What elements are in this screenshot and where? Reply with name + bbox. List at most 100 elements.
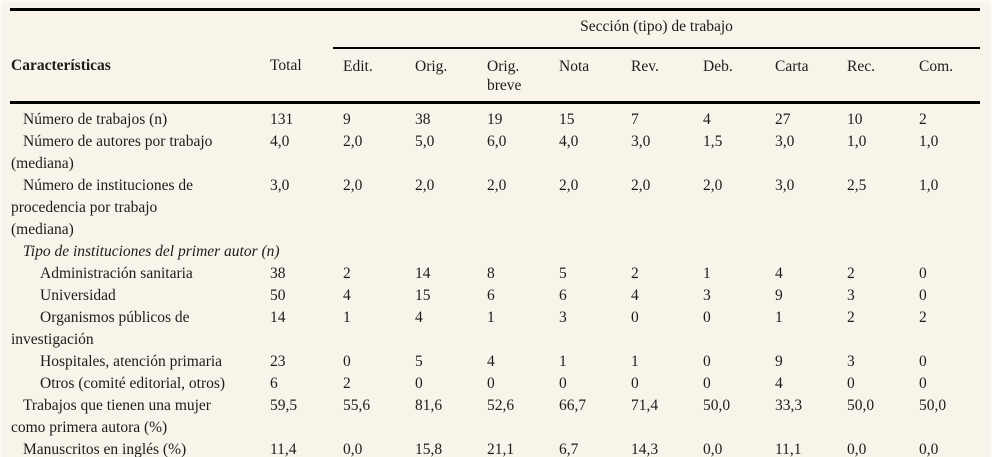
cell-value: 3,0 — [775, 133, 795, 150]
cell-value: 59,5 — [270, 397, 298, 414]
cell-value: 0 — [631, 309, 639, 326]
cell-value: 1 — [559, 353, 567, 370]
cell-value: 2 — [343, 265, 351, 282]
cell-value: 3,0 — [631, 133, 651, 150]
cell-value: 3,0 — [775, 177, 795, 194]
cell-value: 2 — [919, 309, 927, 326]
cell-value: 4,0 — [559, 133, 579, 150]
cell-value: 21,1 — [487, 441, 515, 457]
cell-value: 0 — [919, 287, 927, 304]
cell-value: 2 — [631, 265, 639, 282]
table-row: Número de trabajos (n) 131 9 38 19 15 7 4 27 10 2 — [10, 103, 980, 132]
cell-value: 1,0 — [847, 133, 867, 150]
row-label: Número de instituciones de procedencia p… — [11, 177, 194, 238]
cell-value: 27 — [775, 111, 791, 128]
cell-value: 50,0 — [919, 397, 947, 414]
cell-value: 0 — [703, 375, 711, 392]
cell-value: 2 — [343, 375, 351, 392]
cell-value: 5 — [559, 265, 567, 282]
cell-value: 131 — [270, 111, 294, 128]
cell-value: 15 — [415, 287, 431, 304]
col-header-rec: Rec. — [837, 48, 909, 104]
col-header-nota: Nota — [549, 48, 621, 104]
col-header-carta: Carta — [765, 48, 837, 104]
cell-value: 1 — [343, 309, 351, 326]
cell-value: 4 — [775, 265, 783, 282]
cell-value: 0 — [631, 375, 639, 392]
cell-value: 1 — [703, 265, 711, 282]
cell-value: 2,0 — [415, 177, 435, 194]
cell-value: 4 — [415, 309, 423, 326]
cell-value: 11,1 — [775, 441, 802, 457]
cell-value: 6 — [487, 287, 495, 304]
cell-value: 0 — [487, 375, 495, 392]
cell-value: 10 — [847, 111, 863, 128]
row-label: Número de autores por trabajo (mediana) — [11, 133, 213, 172]
table-row: Número de instituciones de procedencia p… — [10, 175, 980, 241]
characteristics-table: Sección (tipo) de trabajo Característica… — [10, 8, 981, 457]
cell-value: 50 — [270, 287, 286, 304]
table-row: Administración sanitaria 38 2 14 8 5 2 1 4 2 0 — [10, 263, 980, 285]
row-label: Organismos públicos de investigación — [11, 309, 190, 348]
table-row: Trabajos que tienen una mujer como prime… — [10, 395, 980, 439]
cell-value: 4 — [703, 111, 711, 128]
cell-value: 2 — [847, 309, 855, 326]
cell-value: 4 — [487, 353, 495, 370]
cell-value: 9 — [775, 353, 783, 370]
col-header-com: Com. — [909, 48, 981, 104]
col-header-orig: Orig. — [405, 48, 477, 104]
cell-value: 2 — [919, 111, 927, 128]
table-row: Hospitales, atención primaria 23 0 5 4 1 1 0 9 3 0 — [10, 351, 980, 373]
cell-value: 5,0 — [415, 133, 435, 150]
col-header-rev: Rev. — [621, 48, 693, 104]
col-header-deb: Deb. — [693, 48, 765, 104]
row-label: Manuscritos en inglés (%) — [23, 441, 187, 457]
cell-value: 14,3 — [631, 441, 659, 457]
col-header-caracteristicas: Características — [10, 48, 270, 104]
cell-value: 15,8 — [415, 441, 443, 457]
column-header-row: Características Total Edit. Orig. Orig. bre… — [10, 48, 981, 104]
cell-value: 3 — [847, 353, 855, 370]
cell-value: 50,0 — [847, 397, 875, 414]
cell-value: 1 — [631, 353, 639, 370]
cell-value: 3 — [703, 287, 711, 304]
cell-value: 66,7 — [559, 397, 587, 414]
cell-value: 1 — [487, 309, 495, 326]
cell-value: 0 — [703, 353, 711, 370]
cell-value: 11,4 — [270, 441, 297, 457]
cell-value: 4 — [343, 287, 351, 304]
cell-value: 7 — [631, 111, 639, 128]
row-label: Número de trabajos (n) — [23, 111, 168, 128]
col-header-edit: Edit. — [333, 48, 405, 104]
cell-value: 0 — [559, 375, 567, 392]
cell-value: 9 — [343, 111, 351, 128]
cell-value: 6 — [270, 375, 278, 392]
cell-value: 8 — [487, 265, 495, 282]
cell-value: 2 — [847, 265, 855, 282]
cell-value: 38 — [415, 111, 431, 128]
cell-value: 9 — [775, 287, 783, 304]
row-label: Administración sanitaria — [40, 265, 193, 282]
cell-value: 0 — [847, 375, 855, 392]
cell-value: 0 — [415, 375, 423, 392]
cell-value: 0 — [703, 309, 711, 326]
cell-value: 15 — [559, 111, 575, 128]
cell-value: 0 — [919, 265, 927, 282]
row-label: Otros (comité editorial, otros) — [40, 375, 226, 392]
cell-value: 2,0 — [343, 133, 363, 150]
cell-value: 2,0 — [631, 177, 651, 194]
cell-value: 2,0 — [487, 177, 507, 194]
cell-value: 81,6 — [415, 397, 443, 414]
col-header-total: Total — [270, 48, 333, 104]
cell-value: 6 — [559, 287, 567, 304]
cell-value: 6,7 — [559, 441, 579, 457]
cell-value: 0,0 — [847, 441, 867, 457]
cell-value: 14 — [415, 265, 431, 282]
cell-value: 19 — [487, 111, 503, 128]
group-header-row: Sección (tipo) de trabajo — [10, 9, 981, 49]
cell-value: 6,0 — [487, 133, 507, 150]
cell-value: 3 — [559, 309, 567, 326]
row-label: Trabajos que tienen una mujer como prime… — [11, 397, 211, 436]
cell-value: 52,6 — [487, 397, 515, 414]
